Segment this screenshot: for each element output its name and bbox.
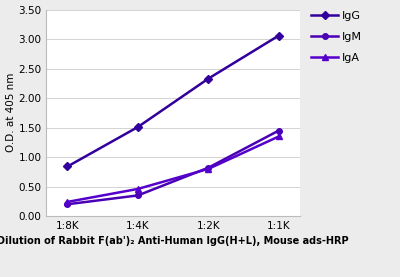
IgG — [276, 34, 281, 37]
Line: IgG: IgG — [65, 33, 282, 169]
IgG — [65, 165, 70, 168]
IgM — [206, 166, 211, 169]
Y-axis label: O.D. at 405 nm: O.D. at 405 nm — [6, 73, 16, 153]
IgA — [136, 187, 140, 191]
Legend: IgG, IgM, IgA: IgG, IgM, IgA — [311, 11, 362, 63]
IgM — [65, 202, 70, 206]
IgG — [136, 125, 140, 129]
Line: IgA: IgA — [65, 134, 282, 205]
Line: IgM: IgM — [65, 128, 282, 207]
IgA — [65, 200, 70, 204]
IgA — [206, 167, 211, 171]
X-axis label: Dilution of Rabbit F(ab')₂ Anti-Human IgG(H+L), Mouse ads-HRP: Dilution of Rabbit F(ab')₂ Anti-Human Ig… — [0, 237, 349, 247]
IgM — [276, 129, 281, 132]
IgA — [276, 135, 281, 138]
IgG — [206, 77, 211, 80]
IgM — [136, 194, 140, 197]
